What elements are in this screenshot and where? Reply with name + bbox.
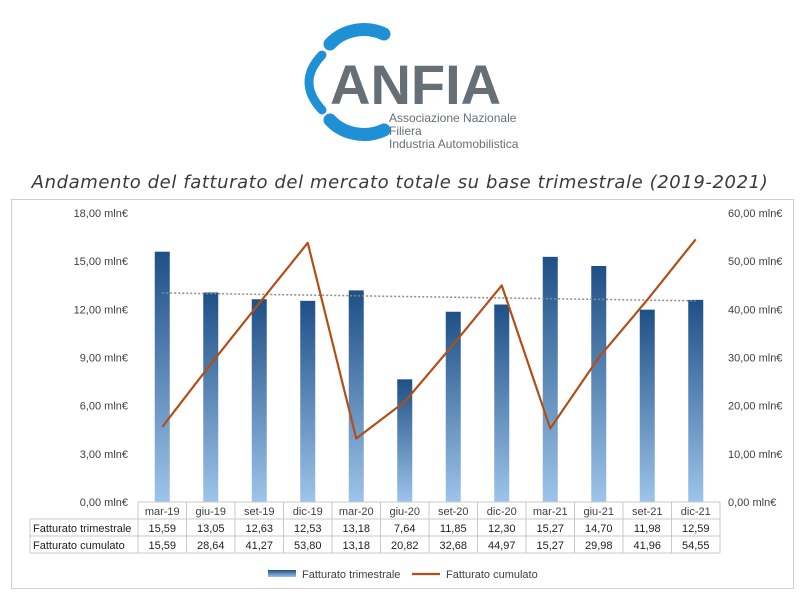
table-cell-cumulato: 29,98 bbox=[585, 540, 613, 552]
right-axis-tick-label: 30,00 mln€ bbox=[728, 353, 782, 365]
bar bbox=[348, 290, 364, 502]
table-cell-trimestrale: 11,85 bbox=[440, 523, 467, 535]
logo-arc-bottom bbox=[323, 113, 391, 141]
trendline bbox=[162, 292, 696, 302]
table-cell-cumulato: 32,68 bbox=[439, 540, 467, 552]
logo-subtitle-line-3: Industria Automobilistica bbox=[389, 137, 519, 151]
table-cell-trimestrale: 14,70 bbox=[585, 523, 613, 535]
table-cell-trimestrale: 7,64 bbox=[394, 523, 415, 535]
bar bbox=[154, 251, 170, 502]
table-cell-trimestrale: 15,59 bbox=[148, 523, 176, 535]
legend-label-bars: Fatturato trimestrale bbox=[302, 569, 400, 581]
x-axis-tick-label: mar-21 bbox=[533, 506, 568, 518]
bar bbox=[203, 292, 219, 502]
table-cell-cumulato: 54,55 bbox=[682, 540, 710, 552]
left-axis: 0,00 mln€ 3,00 mln€ 6,00 mln€ 9,00 mln€ 12,0… bbox=[74, 208, 128, 509]
bar bbox=[445, 311, 461, 502]
x-axis-tick-label: set-19 bbox=[244, 506, 275, 518]
left-axis-tick-label: 6,00 mln€ bbox=[80, 401, 128, 413]
x-axis-tick-label: set-21 bbox=[632, 506, 663, 518]
right-axis-tick-label: 0,00 mln€ bbox=[728, 497, 776, 509]
bar bbox=[639, 309, 655, 502]
table-row-label-trimestrale: Fatturato trimestrale bbox=[33, 523, 131, 535]
legend-swatch-bars bbox=[268, 570, 296, 577]
bar bbox=[300, 300, 316, 502]
left-axis-tick-label: 3,00 mln€ bbox=[80, 449, 128, 461]
x-axis-tick-label: giu-21 bbox=[583, 506, 614, 518]
logo-subtitle-line-1: Associazione Nazionale bbox=[389, 111, 517, 125]
table-cell-trimestrale: 12,59 bbox=[682, 523, 710, 535]
table-cell-trimestrale: 13,05 bbox=[197, 523, 225, 535]
data-table: mar-19 15,59 15,59 giu-19 13,05 28,64 set-19 12… bbox=[29, 501, 721, 554]
chart-title: Andamento del fatturato del mercato tota… bbox=[31, 172, 769, 193]
left-axis-tick-label: 9,00 mln€ bbox=[80, 353, 128, 365]
table-cell-trimestrale: 12,63 bbox=[245, 523, 273, 535]
right-axis-tick-label: 50,00 mln€ bbox=[728, 256, 782, 268]
line-series bbox=[161, 238, 697, 440]
table-cell-cumulato: 44,97 bbox=[488, 540, 516, 552]
x-axis-tick-label: dic-19 bbox=[293, 506, 323, 518]
table-cell-cumulato: 41,27 bbox=[245, 540, 273, 552]
right-axis-tick-label: 40,00 mln€ bbox=[728, 304, 782, 316]
table-cell-trimestrale: 12,53 bbox=[294, 523, 322, 535]
table-cell-cumulato: 53,80 bbox=[294, 540, 322, 552]
anfia-logo: ANFIA Associazione Nazionale Filiera Ind… bbox=[304, 23, 519, 151]
x-axis-tick-label: dic-21 bbox=[681, 506, 711, 518]
table-cell-trimestrale: 15,27 bbox=[536, 523, 564, 535]
x-axis-tick-label: dic-20 bbox=[487, 506, 517, 518]
left-axis-tick-label: 0,00 mln€ bbox=[80, 497, 128, 509]
x-axis-tick-label: set-20 bbox=[438, 506, 469, 518]
bar bbox=[494, 304, 510, 502]
line-series-path bbox=[161, 238, 697, 440]
bar bbox=[397, 379, 413, 502]
left-axis-tick-label: 18,00 mln€ bbox=[74, 208, 128, 220]
table-cell-cumulato: 41,96 bbox=[633, 540, 661, 552]
bar bbox=[688, 299, 704, 502]
logo-wordmark: ANFIA bbox=[330, 53, 501, 116]
x-axis-tick-label: mar-19 bbox=[145, 506, 180, 518]
x-axis-tick-label: mar-20 bbox=[339, 506, 374, 518]
logo-arc-top bbox=[323, 23, 391, 51]
logo-c-left bbox=[304, 50, 327, 115]
table-cell-cumulato: 20,82 bbox=[391, 540, 419, 552]
table-cell-trimestrale: 12,30 bbox=[488, 523, 516, 535]
right-axis-tick-label: 60,00 mln€ bbox=[728, 208, 782, 220]
table-cell-trimestrale: 13,18 bbox=[342, 523, 370, 535]
bar-series bbox=[154, 251, 704, 502]
trendline-line bbox=[162, 292, 696, 302]
bar bbox=[591, 265, 607, 502]
table-cell-cumulato: 15,27 bbox=[536, 540, 564, 552]
legend: Fatturato trimestrale Fatturato cumulato bbox=[268, 569, 538, 581]
table-cell-cumulato: 15,59 bbox=[148, 540, 176, 552]
bar bbox=[251, 299, 267, 502]
left-axis-tick-label: 15,00 mln€ bbox=[74, 256, 128, 268]
chart-frame bbox=[11, 199, 794, 589]
right-axis-tick-label: 10,00 mln€ bbox=[728, 449, 782, 461]
left-axis-tick-label: 12,00 mln€ bbox=[74, 304, 128, 316]
legend-label-line: Fatturato cumulato bbox=[446, 569, 538, 581]
right-axis: 0,00 mln€ 10,00 mln€ 20,00 mln€ 30,00 mln€ 4… bbox=[728, 208, 782, 509]
table-row-label-cumulato: Fatturato cumulato bbox=[33, 540, 125, 552]
x-axis-tick-label: giu-20 bbox=[389, 506, 420, 518]
x-axis-tick-label: giu-19 bbox=[195, 506, 226, 518]
right-axis-tick-label: 20,00 mln€ bbox=[728, 401, 782, 413]
logo-subtitle-line-2: Filiera bbox=[389, 124, 422, 138]
table-cell-trimestrale: 11,98 bbox=[634, 523, 661, 535]
table-cell-cumulato: 13,18 bbox=[342, 540, 370, 552]
bar bbox=[542, 256, 558, 502]
table-cell-cumulato: 28,64 bbox=[197, 540, 225, 552]
